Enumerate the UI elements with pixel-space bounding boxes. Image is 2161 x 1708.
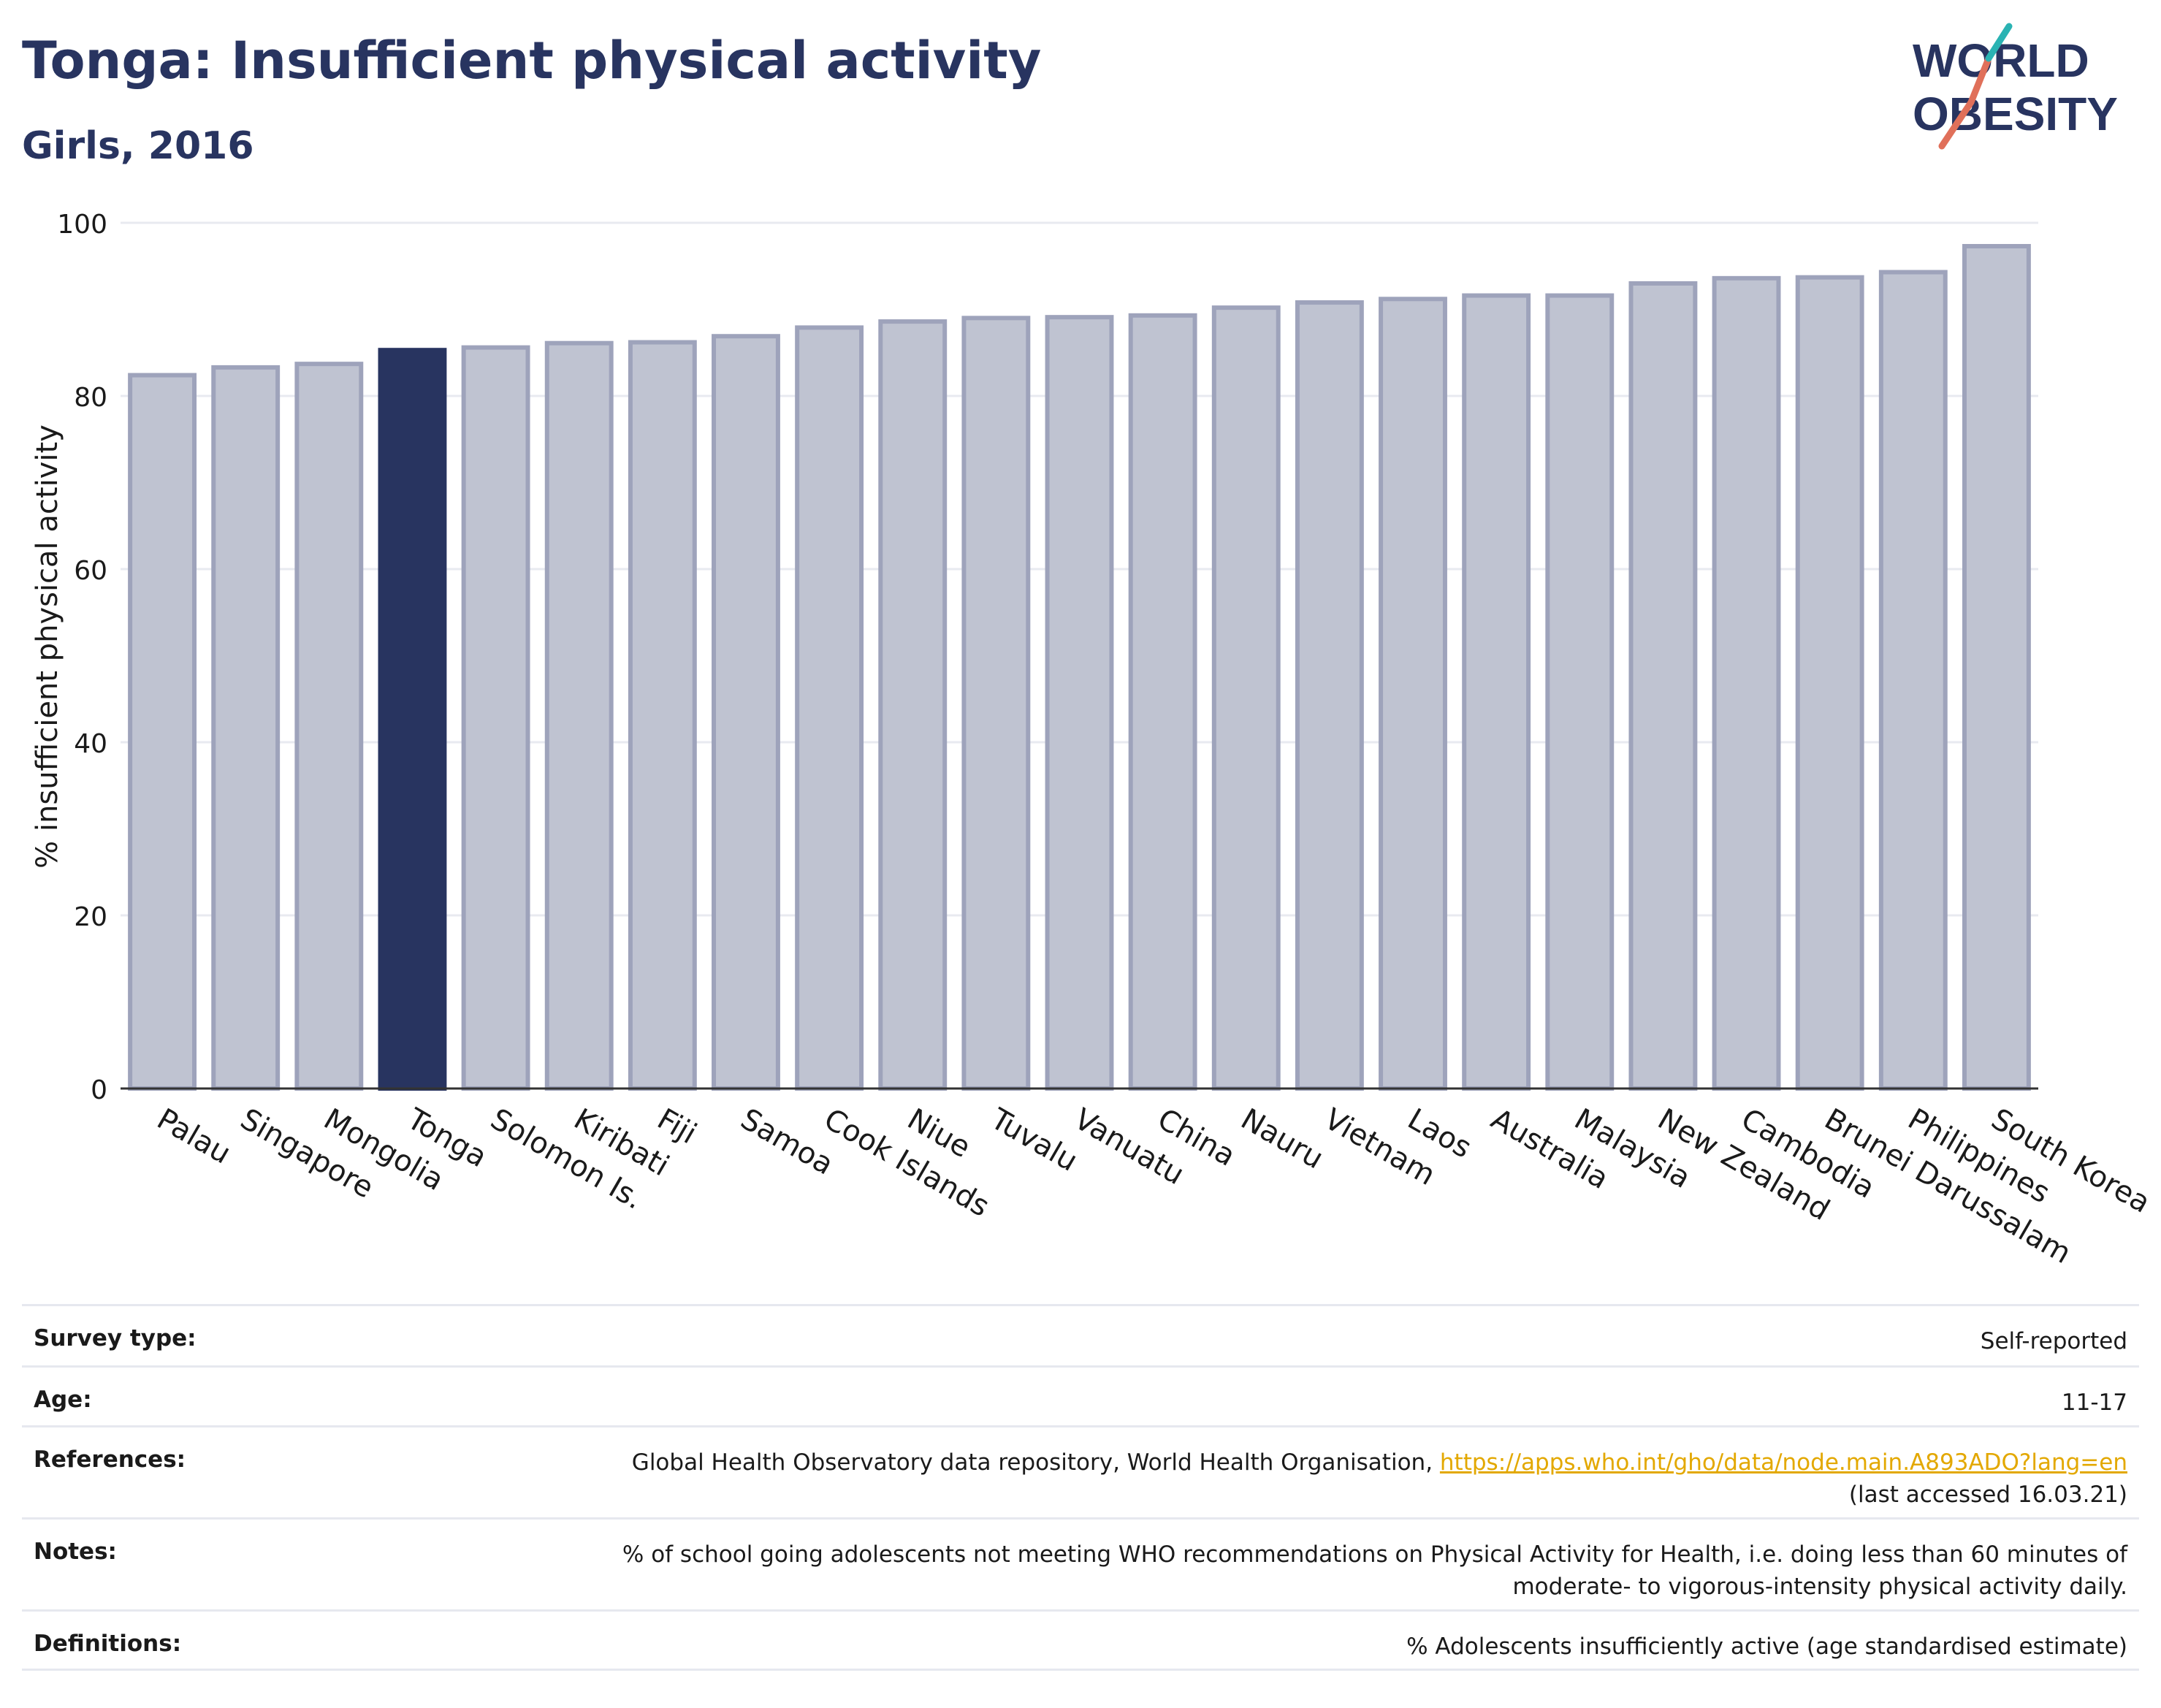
- info-row-references: References: Global Health Observatory da…: [22, 1425, 2139, 1517]
- bar-cambodia: [1712, 275, 1781, 1091]
- info-row-definitions: Definitions: % Adolescents insufficientl…: [22, 1609, 2139, 1671]
- references-label: References:: [34, 1446, 186, 1473]
- definitions-value: % Adolescents insufficiently active (age…: [1406, 1633, 2127, 1660]
- bar-brunei-darussalam: [1795, 275, 1864, 1091]
- bar-laos: [1379, 297, 1447, 1091]
- world-obesity-logo: WORLD OBESITY: [1913, 23, 2118, 150]
- logo-teal-stroke: [1985, 23, 2013, 62]
- info-row-survey: Survey type: Self-reported: [22, 1304, 2139, 1365]
- bar-philippines: [1878, 270, 1948, 1091]
- survey-type-label: Survey type:: [34, 1325, 197, 1351]
- references-text: Global Health Observatory data repositor…: [631, 1449, 1440, 1476]
- y-tick-label: 20: [74, 902, 107, 932]
- y-tick-label: 100: [57, 210, 107, 240]
- notes-value: % of school going adolescents not meetin…: [622, 1539, 2127, 1603]
- bar-solomon-is-: [461, 345, 530, 1091]
- page-title: Tonga: Insufficient physical activity: [22, 31, 1042, 91]
- bar-chart: 020406080100PalauSingaporeMongoliaTongaS…: [31, 210, 2156, 1270]
- bar-vietnam: [1295, 300, 1364, 1091]
- bar-samoa: [712, 334, 780, 1091]
- x-tick-label: Samoa: [735, 1102, 839, 1182]
- bar-south-korea: [1962, 243, 2031, 1091]
- bar-australia: [1462, 293, 1531, 1091]
- bar-fiji: [628, 340, 697, 1091]
- y-tick-label: 0: [91, 1075, 107, 1105]
- definitions-label: Definitions:: [34, 1631, 182, 1657]
- bar-singapore: [211, 365, 281, 1091]
- x-tick-label: Nauru: [1235, 1102, 1329, 1176]
- x-tick-label: Fiji: [652, 1102, 702, 1151]
- references-accessed: (last accessed 16.03.21): [1848, 1482, 2127, 1508]
- bar-tonga: [378, 348, 447, 1091]
- info-row-age: Age: 11-17: [22, 1365, 2139, 1425]
- bar-china: [1128, 313, 1197, 1091]
- info-table: Survey type: Self-reported Age: 11-17 Re…: [22, 1304, 2139, 1671]
- x-tick-label: Tuvalu: [985, 1102, 1083, 1178]
- page-subtitle: Girls, 2016: [22, 124, 254, 168]
- notes-line-2: moderate- to vigorous-intensity physical…: [1512, 1574, 2127, 1600]
- bar-layer: [128, 243, 2031, 1091]
- notes-line-1: % of school going adolescents not meetin…: [622, 1541, 2127, 1568]
- bar-new-zealand: [1628, 281, 1698, 1091]
- references-link[interactable]: https://apps.who.int/gho/data/node.main.…: [1439, 1449, 2127, 1476]
- x-tick-label: Cook Islands: [818, 1102, 995, 1224]
- bar-mongolia: [294, 362, 364, 1091]
- logo-coral-stroke-lower: [1938, 99, 1975, 150]
- bar-cook-islands: [795, 325, 864, 1091]
- bar-niue: [878, 319, 948, 1091]
- info-row-notes: Notes: % of school going adolescents not…: [22, 1517, 2139, 1609]
- references-value: Global Health Observatory data repositor…: [632, 1446, 2127, 1511]
- bar-tuvalu: [961, 316, 1031, 1091]
- notes-label: Notes:: [34, 1539, 117, 1565]
- logo-coral-stroke: [1967, 55, 1992, 106]
- y-tick-label: 40: [74, 729, 107, 759]
- bar-nauru: [1211, 305, 1281, 1091]
- age-value: 11-17: [2061, 1389, 2127, 1416]
- age-label: Age:: [34, 1387, 92, 1413]
- bar-palau: [128, 373, 197, 1091]
- y-tick-label: 60: [74, 556, 107, 586]
- logo-line-2: OBESITY: [1913, 88, 2118, 140]
- bar-vanuatu: [1045, 315, 1114, 1091]
- y-axis-label: % insufficient physical activity: [31, 424, 64, 869]
- bar-kiribati: [544, 340, 614, 1091]
- survey-type-value: Self-reported: [1980, 1328, 2127, 1354]
- x-tick-label: Palau: [151, 1102, 236, 1171]
- bar-malaysia: [1545, 293, 1615, 1091]
- y-tick-label: 80: [74, 383, 107, 413]
